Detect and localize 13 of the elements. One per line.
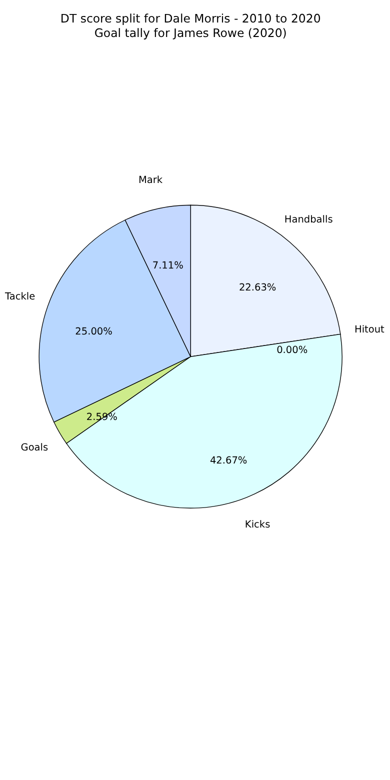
data-label: 25.00% bbox=[75, 326, 112, 338]
slice-label: Kicks bbox=[244, 520, 270, 531]
data-label: 22.63% bbox=[238, 282, 276, 294]
slice-label: Handballs bbox=[284, 214, 333, 226]
chart-subtitle: Goal tally for James Rowe (2020) bbox=[94, 26, 287, 40]
category-label: Hitout bbox=[354, 324, 384, 336]
slice-label: Mark bbox=[138, 175, 163, 186]
data-label: 7.11% bbox=[152, 260, 184, 272]
slice-label: Goals bbox=[20, 442, 48, 454]
chart-title: DT score split for Dale Morris - 2010 to 2020 bbox=[60, 11, 321, 26]
slice-label: Tackle bbox=[4, 291, 36, 302]
data-label: 42.67% bbox=[210, 456, 248, 467]
text: 0.00% bbox=[276, 345, 308, 356]
